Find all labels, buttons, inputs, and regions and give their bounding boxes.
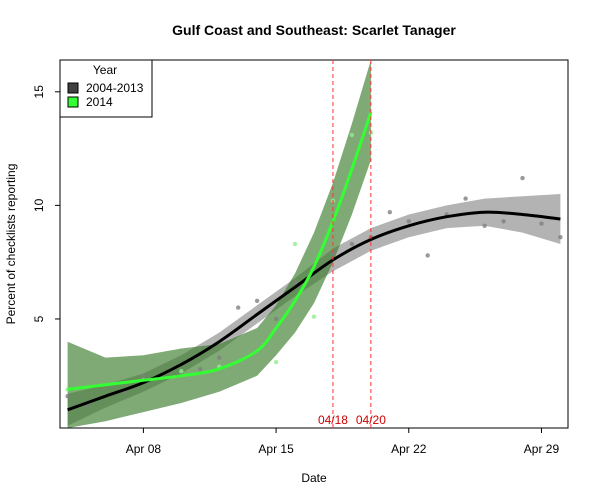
data-point-2004-2013 <box>236 305 241 310</box>
data-point-2004-2013 <box>65 394 70 399</box>
reference-line-label: 04/20 <box>356 413 386 427</box>
x-tick-label: Apr 15 <box>258 442 294 456</box>
fit-line-2014 <box>67 111 373 391</box>
legend: Year 2004-2013 2014 <box>59 59 153 118</box>
data-point-2004-2013 <box>349 241 355 247</box>
data-point-2004-2013 <box>482 223 487 228</box>
reference-line-label: 04/18 <box>318 413 348 427</box>
legend-label-2004-2013: 2004-2013 <box>86 81 144 95</box>
y-tick-label: 5 <box>32 315 46 322</box>
x-axis-label: Date <box>301 471 327 485</box>
data-point-2004-2013 <box>141 373 146 378</box>
data-point-2004-2013 <box>273 316 279 322</box>
data-point-2004-2013 <box>501 219 506 224</box>
confidence-band-2014 <box>67 60 371 428</box>
data-point-2014 <box>273 359 279 365</box>
data-point-2014 <box>179 369 184 374</box>
axes: 04/18 04/20 Apr 08 Apr 15 Apr 22 Apr 29 5 10 15 <box>32 60 559 456</box>
y-tick-label: 10 <box>32 198 46 212</box>
legend-label-2014: 2014 <box>86 95 113 109</box>
data-point-2004-2013 <box>387 210 392 215</box>
data-point-2004-2013 <box>254 298 260 303</box>
plot-area <box>65 60 563 428</box>
data-point-2014 <box>292 241 298 247</box>
data-point-2004-2013 <box>406 219 411 224</box>
data-point-2004-2013 <box>198 366 203 372</box>
data-point-2004-2013 <box>217 355 222 360</box>
data-point-2004-2013 <box>463 196 468 201</box>
legend-swatch-2004-2013 <box>67 82 79 94</box>
data-point-2004-2013 <box>558 235 563 240</box>
x-tick-label: Apr 29 <box>524 442 560 456</box>
data-point-2004-2013 <box>520 175 525 181</box>
x-tick-label: Apr 08 <box>126 442 162 456</box>
data-point-2004-2013 <box>539 221 544 226</box>
data-point-2014 <box>311 314 317 319</box>
legend-swatch-2014 <box>67 96 79 108</box>
data-point-2004-2013 <box>330 250 336 256</box>
data-point-2004-2013 <box>425 253 430 258</box>
data-point-2004-2013 <box>292 280 298 285</box>
x-tick-label: Apr 22 <box>391 442 427 456</box>
chart-title: Gulf Coast and Southeast: Scarlet Tanage… <box>172 22 456 38</box>
legend-title: Year <box>93 63 117 77</box>
y-axis-label: Percent of checklists reporting <box>4 164 18 325</box>
data-point-2014 <box>349 132 355 138</box>
y-tick-label: 15 <box>32 85 46 99</box>
plot-frame <box>59 59 569 429</box>
